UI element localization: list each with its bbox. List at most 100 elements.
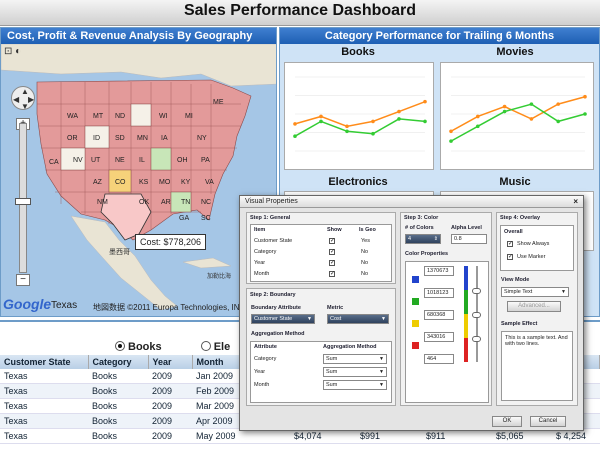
electronics-chart-title: Electronics [328, 176, 388, 188]
data-point[interactable] [583, 94, 587, 99]
show-always-checkbox[interactable]: ✓ [507, 241, 514, 247]
step2-boundary-box: Step 2: Boundary Boundary Attribute Cust… [246, 288, 396, 406]
threshold-input[interactable]: 464 [424, 354, 454, 364]
col-category[interactable]: Category [88, 355, 149, 369]
threshold-input[interactable]: 1018123 [424, 288, 454, 298]
data-point[interactable] [556, 119, 560, 124]
col-customer-state[interactable]: Customer State [0, 355, 89, 369]
advanced-button[interactable]: Advanced... [507, 301, 561, 312]
radio-books-indicator[interactable] [115, 341, 125, 351]
color-swatch-yellow[interactable] [412, 320, 419, 327]
show-checkbox[interactable]: ✓ [329, 260, 336, 266]
pan-up-icon[interactable]: ▲ [21, 87, 29, 96]
data-point[interactable] [423, 99, 427, 104]
cell-category: Books [88, 383, 148, 399]
pan-right-icon[interactable]: ▶ [28, 95, 35, 104]
data-point[interactable] [345, 129, 349, 134]
svg-text:ME: ME [213, 99, 224, 106]
us-map[interactable]: WA MT ND WI MI ME OR ID SD MN IA NY CA NV UT NE IL O… [1, 44, 277, 317]
svg-text:IL: IL [139, 157, 145, 164]
show-checkbox[interactable]: ✓ [329, 249, 336, 255]
cancel-button[interactable]: Cancel [530, 416, 566, 427]
svg-text:SC: SC [201, 215, 211, 222]
books-line-chart[interactable] [284, 62, 434, 170]
data-point[interactable] [397, 117, 401, 121]
data-point[interactable] [583, 112, 587, 116]
radio-electronics[interactable]: Ele [200, 341, 230, 353]
show-checkbox[interactable]: ✓ [329, 271, 336, 277]
threshold-input[interactable]: 1370673 [424, 266, 454, 276]
agg-method-value: Sum [326, 382, 338, 388]
data-point[interactable] [449, 139, 453, 143]
movies-line-chart[interactable] [440, 62, 594, 170]
radio-books[interactable]: Books [115, 341, 162, 353]
data-point[interactable] [476, 124, 480, 129]
visual-properties-dialog: Visual Properties × Step 1: General Item… [239, 195, 584, 431]
item-name: Month [254, 271, 270, 277]
pan-down-icon[interactable]: ▼ [21, 102, 29, 111]
color-swatch-blue[interactable] [412, 276, 419, 283]
data-point[interactable] [319, 114, 323, 119]
dialog-title-bar[interactable]: Visual Properties × [240, 196, 583, 208]
ok-button[interactable]: OK [492, 416, 522, 427]
map-pan-control[interactable]: ▲ ◀ ▶ ▼ [11, 86, 35, 111]
col-show: Show [327, 227, 342, 233]
data-point[interactable] [556, 102, 560, 106]
col-year[interactable]: Year [148, 355, 193, 369]
svg-text:OH: OH [177, 157, 188, 164]
data-point[interactable] [319, 119, 323, 124]
color-range-red [464, 338, 468, 362]
data-point[interactable] [371, 131, 375, 136]
threshold-slider-thumb[interactable] [472, 336, 481, 342]
table-row[interactable]: Texas Books 2009 May 2009 $4,074 $991 $911 … [0, 428, 600, 444]
data-point[interactable] [397, 109, 401, 114]
data-point[interactable] [423, 119, 427, 124]
stepper-icon[interactable]: ⇕ [433, 236, 438, 242]
radio-electronics-indicator[interactable] [200, 341, 211, 351]
agg-method-select[interactable]: Sum ▼ [323, 367, 387, 377]
data-point[interactable] [476, 114, 480, 119]
data-point[interactable] [345, 124, 349, 129]
pan-left-icon[interactable]: ◀ [13, 95, 20, 104]
threshold-slider-thumb[interactable] [472, 288, 481, 294]
threshold-value: 343016 [427, 334, 446, 340]
metric-select[interactable]: Cost ▼ [327, 314, 389, 324]
close-icon[interactable]: × [573, 197, 578, 206]
data-point[interactable] [293, 122, 297, 126]
agg-method-select[interactable]: Sum ▼ [323, 354, 387, 364]
cell-state: Texas [0, 369, 88, 384]
data-point[interactable] [371, 119, 375, 124]
map-tools[interactable]: ⊡ ◐ [4, 46, 22, 57]
cell-category: Books [88, 398, 148, 414]
data-point[interactable] [502, 109, 507, 114]
category-panel-title: Category Performance for Trailing 6 Mont… [280, 28, 599, 44]
data-point[interactable] [529, 117, 534, 121]
item-geo: No [361, 260, 369, 266]
threshold-input[interactable]: 343016 [424, 332, 454, 342]
zoom-out-button[interactable]: − [16, 274, 30, 286]
view-mode-select[interactable]: Simple Text ▼ [501, 287, 569, 297]
threshold-slider-thumb[interactable] [472, 312, 481, 318]
alpha-level-input[interactable]: 0.8 [451, 234, 487, 244]
col-month[interactable]: Month [192, 355, 241, 369]
svg-text:AR: AR [161, 199, 171, 206]
zoom-slider-thumb[interactable] [15, 198, 31, 205]
data-point[interactable] [502, 104, 507, 109]
svg-text:WA: WA [67, 113, 78, 120]
svg-text:PA: PA [201, 157, 210, 164]
agg-method-select[interactable]: Sum ▼ [323, 380, 387, 390]
data-point[interactable] [293, 134, 297, 138]
num-colors-stepper[interactable]: 4 ⇕ [405, 234, 441, 244]
threshold-input[interactable]: 680368 [424, 310, 454, 320]
color-swatch-red[interactable] [412, 342, 419, 349]
data-point[interactable] [449, 129, 453, 134]
svg-text:ID: ID [93, 135, 100, 142]
value-cell: $991 [360, 431, 381, 441]
show-checkbox[interactable]: ✓ [329, 238, 336, 244]
color-swatch-green[interactable] [412, 298, 419, 305]
use-marker-label: Use Marker [517, 254, 546, 260]
boundary-attribute-select[interactable]: Customer State ▼ [251, 314, 315, 324]
color-properties-label: Color Properties [405, 251, 449, 257]
use-marker-checkbox[interactable]: ✓ [507, 254, 514, 260]
data-point[interactable] [529, 102, 534, 106]
